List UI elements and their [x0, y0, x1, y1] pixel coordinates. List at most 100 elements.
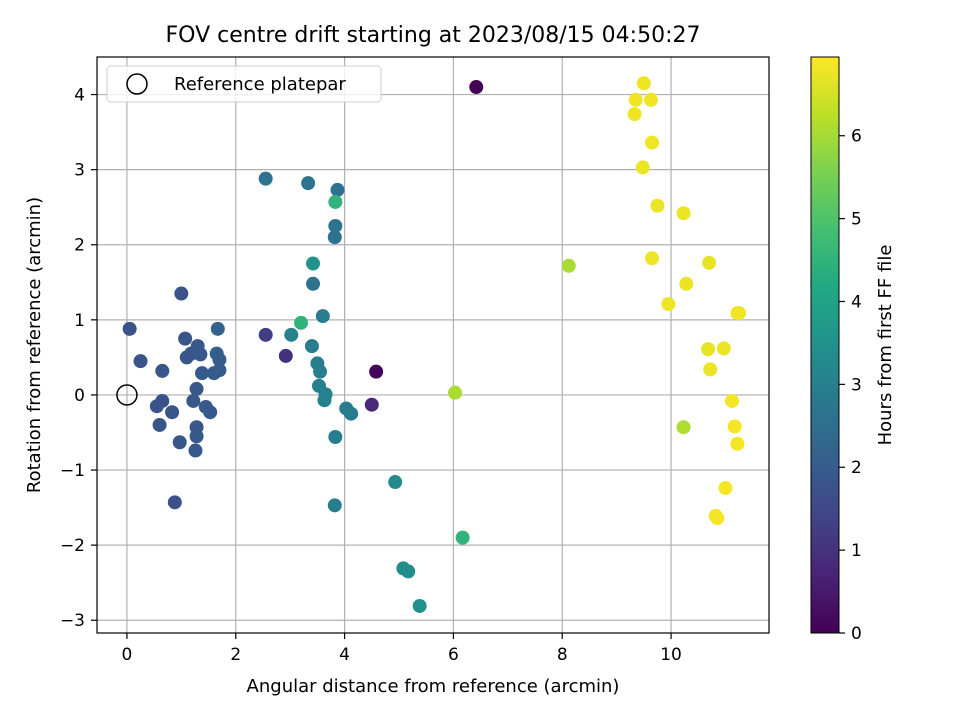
data-point: [212, 363, 227, 378]
colorbar-label: Hours from first FF file: [875, 245, 896, 446]
data-point: [636, 76, 651, 91]
data-point: [701, 342, 716, 357]
data-point: [294, 315, 309, 330]
plot-frame: [96, 56, 770, 634]
data-point: [284, 327, 299, 342]
reference-platepar-point: [116, 384, 138, 406]
x-tick-label: 6: [448, 645, 459, 665]
data-point: [186, 393, 201, 408]
data-point: [304, 339, 319, 354]
y-tick-label: 0: [74, 386, 85, 406]
y-tick-label: 4: [74, 86, 85, 106]
data-point: [313, 364, 328, 379]
grid-lines: [97, 57, 769, 633]
data-point: [174, 286, 189, 301]
data-point: [716, 341, 731, 356]
data-point: [369, 364, 384, 379]
data-point: [635, 160, 650, 175]
data-point: [212, 352, 227, 367]
colorbar-tick-label: 0: [851, 624, 862, 644]
data-point: [388, 475, 403, 490]
legend-box: [106, 65, 382, 103]
data-point: [203, 405, 218, 420]
legend: Reference platepar: [106, 65, 382, 103]
data-point: [676, 206, 691, 221]
data-point: [315, 309, 330, 324]
data-point: [676, 420, 691, 435]
data-point: [702, 255, 717, 270]
colorbar-tick-label: 1: [851, 541, 862, 561]
data-point: [152, 417, 167, 432]
data-point: [328, 218, 343, 233]
data-point: [301, 176, 316, 191]
x-tick-label: 2: [230, 645, 241, 665]
data-point: [469, 80, 484, 95]
data-point: [561, 258, 576, 273]
data-point: [155, 393, 170, 408]
data-point: [278, 348, 293, 363]
data-point: [650, 198, 665, 213]
y-tick-label: 2: [74, 236, 85, 256]
data-point: [327, 230, 342, 245]
colorbar: 0 1 2 3 4 5 6 Hours from first FF file: [810, 56, 896, 644]
colorbar-tick-label: 3: [851, 375, 862, 395]
y-tick-label: −1: [60, 461, 85, 481]
data-point: [710, 511, 725, 526]
data-point: [730, 436, 745, 451]
data-point: [455, 530, 470, 545]
data-point: [727, 419, 742, 434]
x-tick-label: 0: [122, 645, 133, 665]
data-point: [703, 362, 718, 377]
colorbar-ticks: 0 1 2 3 4 5 6: [839, 127, 862, 644]
y-tick-label: 1: [74, 311, 85, 331]
data-point: [328, 194, 343, 209]
colorbar-tick-label: 4: [851, 292, 862, 312]
data-point: [730, 306, 745, 321]
x-tick-label: 10: [660, 645, 682, 665]
data-point: [679, 276, 694, 291]
y-axis-label: Rotation from reference (arcmin): [24, 197, 45, 493]
axis-ticks: 0 2 4 6 8 10 −3 −2 −1 0 1 2 3 4: [60, 86, 682, 665]
data-point: [364, 397, 379, 412]
colorbar-tick-label: 6: [851, 127, 862, 147]
data-point: [645, 251, 660, 266]
data-point: [645, 135, 660, 150]
colorbar-gradient: [810, 56, 840, 634]
colorbar-tick-label: 5: [851, 210, 862, 230]
data-point: [306, 256, 321, 271]
data-point: [330, 182, 345, 197]
data-point: [122, 321, 137, 336]
data-point: [258, 327, 273, 342]
data-point: [412, 598, 427, 613]
data-point: [189, 381, 204, 396]
data-point: [401, 564, 416, 579]
x-tick-label: 8: [557, 645, 568, 665]
data-point: [327, 498, 342, 513]
data-point: [155, 363, 170, 378]
colorbar-tick-label: 2: [851, 458, 862, 478]
data-point: [167, 495, 182, 510]
data-point: [258, 171, 273, 186]
data-point: [178, 331, 193, 346]
data-point: [193, 347, 208, 362]
y-tick-label: −2: [60, 536, 85, 556]
legend-marker-reference: [126, 73, 148, 95]
data-point: [133, 354, 148, 369]
data-point: [189, 429, 204, 444]
y-tick-label: 3: [74, 161, 85, 181]
data-point: [165, 405, 180, 420]
data-point: [306, 276, 321, 291]
legend-label-reference: Reference platepar: [174, 74, 346, 95]
data-point: [643, 92, 658, 107]
chart-title: FOV centre drift starting at 2023/08/15 …: [166, 23, 701, 48]
data-point: [328, 429, 343, 444]
data-point: [628, 92, 643, 107]
x-tick-label: 4: [339, 645, 350, 665]
data-point: [724, 393, 739, 408]
y-tick-label: −3: [60, 611, 85, 631]
data-point: [627, 107, 642, 122]
data-point: [718, 481, 733, 496]
x-axis-label: Angular distance from reference (arcmin): [247, 676, 620, 697]
data-point: [195, 366, 210, 381]
